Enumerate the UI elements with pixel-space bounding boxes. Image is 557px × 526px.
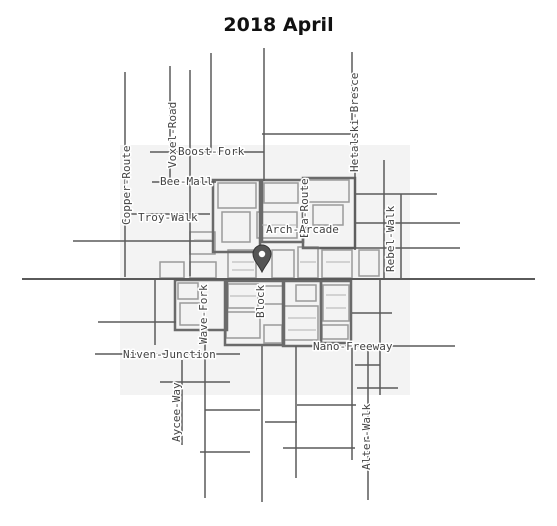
road-label-niven-junction: Niven-Junction <box>123 348 216 361</box>
road-label-aycee-way: Aycee-Way <box>170 382 183 442</box>
road-label-nano-freeway: Nano-Freeway <box>313 340 393 353</box>
road-label-troy-walk: Troy-Walk <box>138 211 198 224</box>
road-label-boost-fork: Boost-Fork <box>178 145 245 158</box>
road-labels: Copper-Route Voxel-Road Boost-Fork Bee-M… <box>119 71 399 471</box>
road-label-copper-route: Copper-Route <box>120 146 133 225</box>
road-label-arch-arcade: Arch-Arcade <box>266 223 339 236</box>
core-blocks <box>173 176 357 348</box>
road-label-voxel-road: Voxel-Road <box>166 102 179 168</box>
road-label-block: Block <box>254 285 267 318</box>
road-label-wave-fork: Wave-Fork <box>197 284 210 344</box>
road-label-bee-mall: Bee-Mall <box>160 175 213 188</box>
road-network <box>22 48 535 502</box>
road-label-alter-walk: Alter-Walk <box>360 403 373 470</box>
road-label-rebel-walk: Rebel-Walk <box>384 205 397 272</box>
road-label-hetalski-bresce: Hetalski-Bresce <box>348 73 361 172</box>
map-pin-icon[interactable] <box>252 244 272 274</box>
block-detail <box>194 224 350 331</box>
road-label-exa-route: Exa-Route <box>298 178 311 238</box>
city-blocks <box>159 179 380 344</box>
map-title: 2018 April <box>223 14 334 36</box>
